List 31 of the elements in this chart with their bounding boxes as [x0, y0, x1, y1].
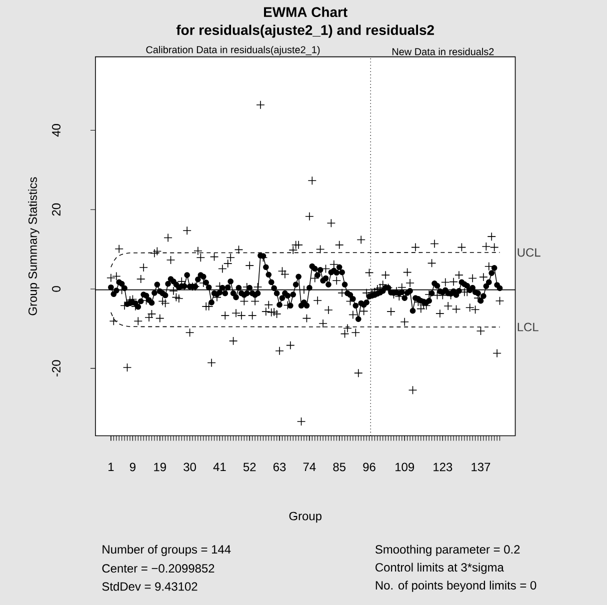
x-tick-label: 63: [273, 462, 286, 472]
text: Center = −0.2099852: [102, 564, 214, 573]
x-tick-label: 109: [396, 462, 414, 472]
y-tick-label: 40: [52, 124, 61, 136]
series-label: LCL: [518, 322, 538, 332]
x-tick-label: 123: [434, 462, 452, 472]
x-axis-title: Group: [289, 512, 322, 523]
text: Control limits at 3*sigma: [376, 562, 504, 574]
x-tick-label: 96: [363, 462, 376, 472]
text: Smoothing parameter = 0.2: [375, 544, 520, 556]
chart-subtitle: for residuals(ajuste2_1) and residuals2: [176, 24, 434, 38]
text: StdDev = 9.43102: [102, 582, 198, 591]
x-tick-label: 30: [184, 462, 196, 472]
x-tick-label: 52: [243, 462, 256, 472]
x-tick-label: 1: [108, 462, 114, 471]
text: New Data in residuals2: [392, 48, 494, 56]
y-tick-label: 0: [52, 286, 61, 292]
text: No. of points beyond limits = 0: [376, 580, 536, 592]
chart-title: EWMA Chart: [264, 6, 348, 17]
text: Number of groups = 144: [102, 544, 231, 556]
text: Calibration Data in residuals(ajuste2_1): [146, 46, 320, 56]
x-tick-label: 85: [333, 462, 346, 472]
x-tick-label: 74: [303, 462, 316, 471]
x-tick-label: 41: [213, 462, 226, 471]
y-axis-title: Group Summary Statistics: [28, 177, 40, 316]
x-tick-label: 9: [130, 462, 136, 472]
y-tick-label: -20: [52, 360, 61, 376]
x-tick-label: 137: [472, 462, 490, 472]
x-tick-label: 19: [154, 462, 166, 472]
series-label: UCL: [518, 248, 540, 257]
y-tick-label: 20: [52, 203, 61, 216]
